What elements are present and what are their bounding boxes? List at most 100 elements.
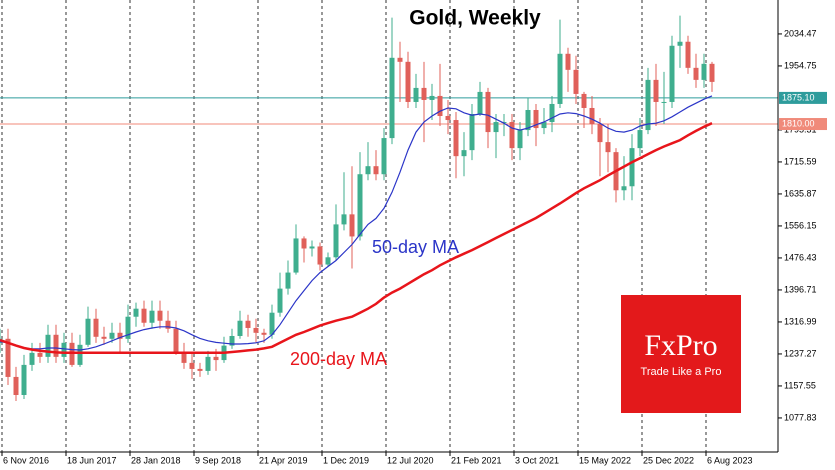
candle-body [205,356,211,371]
y-tick-label: 1556.15 [784,220,817,230]
logo-tagline: Trade Like a Pro [641,366,722,378]
candle-body [381,138,387,175]
candle-body [413,87,419,102]
y-tick-label: 1635.87 [784,188,817,198]
candle-body [509,122,515,149]
candle-body [573,69,579,94]
candle-body [589,107,595,125]
y-tick-label: 1077.83 [784,412,817,422]
candle-body [269,312,275,335]
candle-body [629,148,635,187]
y-tick-label: 1316.99 [784,316,817,326]
x-tick-label: 21 Apr 2019 [259,455,308,465]
ma-line [0,122,713,355]
series-label: 200-day MA [290,349,387,369]
candle-body [541,122,547,129]
candle-body [525,109,531,131]
candle-body [93,318,99,337]
candle-body [77,344,83,365]
candle-body [189,362,195,369]
x-tick-label: 1 Dec 2019 [323,455,369,465]
candle-body [581,93,587,108]
candle-body [109,332,115,339]
candle-body [13,376,19,395]
annotations: 50-day MA 200-day MA [290,237,459,369]
candle-body [685,41,691,68]
candle-body [389,57,395,139]
candle-body [293,238,299,273]
candle-body [693,67,699,80]
y-tick-label: 1157.55 [784,380,816,390]
candle-body [469,114,475,151]
candle-body [29,352,35,365]
candle-body [445,116,451,121]
candle-body [661,101,667,103]
price-label: 1810.00 [782,118,815,128]
candle-body [53,334,59,357]
candle-body [333,224,339,258]
y-tick-label: 1954.75 [784,60,817,70]
candle-body [317,246,323,265]
x-tick-label: 6 Nov 2016 [3,455,49,465]
candle-body [477,91,483,115]
candle-body [405,61,411,102]
candle-body [141,308,147,323]
candle-body [237,320,243,336]
candle-body [261,332,267,335]
y-tick-label: 1396.71 [784,284,817,294]
candle-body [341,214,347,225]
candle-body [133,308,139,317]
candle-body [45,334,51,357]
x-tick-label: 21 Feb 2021 [451,455,502,465]
candle-body [461,150,467,157]
candle-body [277,288,283,313]
candle-body [349,214,355,237]
price-label-box [779,118,827,131]
candle-body [701,63,707,80]
y-tick-label: 1715.59 [784,156,817,166]
candle-body [677,41,683,46]
candle-body [709,63,715,82]
candle-body [485,91,491,133]
candle-body [157,310,163,321]
candle-body [365,166,371,175]
plot [0,15,715,402]
candle-body [213,356,219,361]
candle-body [301,238,307,249]
candle-body [325,257,331,265]
candle-body [85,318,91,345]
candle-body [493,122,499,133]
candle-body [517,130,523,149]
candle-body [565,53,571,70]
candle-body [605,142,611,153]
candle-body [5,338,11,377]
candle-body [621,186,627,191]
candle-body [645,79,651,131]
y-tick-label: 2034.47 [784,28,817,38]
x-tick-label: 12 Jul 2020 [387,455,434,465]
y-tick-label: 1237.27 [784,348,817,358]
candle-body [637,130,643,149]
x-tick-label: 18 Jun 2017 [67,455,117,465]
chart-title: Gold, Weekly [409,7,541,30]
candle-body [245,320,251,328]
candle-body [533,109,539,129]
x-tick-label: 6 Aug 2023 [707,455,753,465]
logo-box [621,295,741,413]
logo-brand: FxPro [644,329,717,362]
price-label: 1875.10 [782,92,815,102]
x-tick-label: 28 Jan 2018 [131,455,181,465]
candle-body [653,79,659,102]
candle-body [21,364,27,395]
candle-body [357,174,363,237]
candle-body [429,95,435,100]
candle-body [253,327,259,333]
candle-body [437,95,443,117]
candle-body [597,124,603,143]
x-tick-label: 25 Dec 2022 [643,455,694,465]
candle-body [61,342,67,357]
ma-line [0,95,713,351]
candle-body [229,335,235,346]
logo: FxPro Trade Like a Pro [621,295,741,413]
candle-body [101,336,107,339]
